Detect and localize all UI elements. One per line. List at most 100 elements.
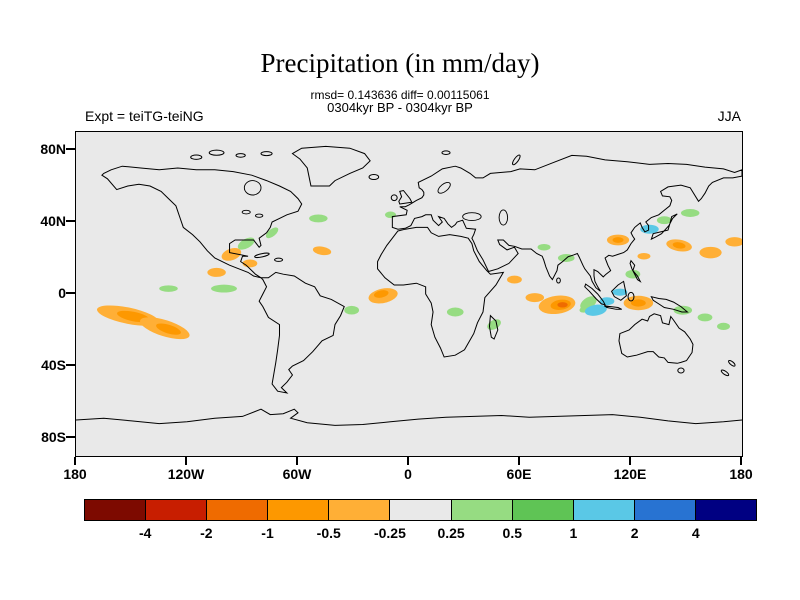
anomaly-blob bbox=[265, 227, 279, 239]
lat-tick-label: 40S bbox=[41, 357, 66, 373]
lat-tick bbox=[66, 148, 75, 150]
world-map bbox=[76, 145, 742, 426]
colorbar-segment bbox=[146, 500, 208, 520]
arctic-island bbox=[235, 153, 246, 158]
anomaly-blob bbox=[446, 307, 464, 317]
colorbar-segment bbox=[512, 500, 574, 520]
season-label: JJA bbox=[717, 108, 741, 124]
colorbar-segment bbox=[390, 500, 452, 520]
anomaly-blob bbox=[672, 242, 686, 249]
anomaly-blob bbox=[344, 305, 360, 315]
caspian-sea bbox=[498, 209, 509, 226]
colorbar-level-label: 1 bbox=[569, 525, 578, 541]
colorbar-segment bbox=[268, 500, 330, 520]
eurasia-coast bbox=[391, 154, 742, 292]
lon-tick-label: 180 bbox=[63, 466, 87, 482]
colorbar-level-label: 0.5 bbox=[502, 525, 522, 541]
colorbar-level-label: -0.5 bbox=[316, 525, 341, 541]
hispaniola-island bbox=[273, 257, 284, 262]
anomaly-blob bbox=[312, 246, 332, 256]
colorbar-segment bbox=[207, 500, 269, 520]
colorbar bbox=[84, 499, 757, 521]
novaya-zemlya-island bbox=[512, 154, 521, 166]
lat-tick-label: 40N bbox=[40, 213, 66, 229]
new-zealand-south-island bbox=[720, 369, 730, 377]
anomaly-blob bbox=[599, 297, 615, 306]
colorbar-level-label: -2 bbox=[200, 525, 213, 541]
antarctica-coast bbox=[76, 408, 742, 426]
australia-coast bbox=[618, 313, 694, 364]
black-sea bbox=[462, 212, 482, 222]
anomaly-blob bbox=[557, 302, 568, 308]
anomaly-blob bbox=[612, 288, 628, 296]
anomaly-blob bbox=[699, 246, 722, 259]
lon-tick bbox=[296, 457, 298, 465]
japan-islands bbox=[650, 213, 678, 241]
lon-tick-label: 120E bbox=[613, 466, 647, 482]
anomaly-blob bbox=[507, 275, 522, 284]
anomaly-blob bbox=[525, 293, 545, 303]
great-lake bbox=[254, 213, 264, 218]
colorbar-level-label: -0.25 bbox=[373, 525, 406, 541]
lon-tick-label: 60W bbox=[282, 466, 312, 482]
experiment-label: Expt = teiTG-teiNG bbox=[85, 108, 204, 124]
lat-tick bbox=[66, 220, 75, 222]
anomaly-blob bbox=[373, 290, 389, 298]
borneo-island bbox=[610, 280, 627, 301]
colorbar-level-label: 4 bbox=[691, 525, 700, 541]
anomaly-blob bbox=[680, 209, 700, 217]
north-america-coast bbox=[101, 165, 303, 279]
arctic-island bbox=[190, 154, 203, 160]
lat-tick bbox=[66, 436, 75, 438]
britain-coast bbox=[398, 189, 413, 205]
colorbar-segment bbox=[695, 500, 757, 520]
anomaly-shading-layer bbox=[96, 209, 742, 340]
lon-tick-label: 180 bbox=[729, 466, 753, 482]
lon-tick-label: 120W bbox=[167, 466, 205, 482]
sumatra-island bbox=[584, 283, 607, 306]
new-zealand-north-island bbox=[728, 359, 736, 367]
lon-tick bbox=[518, 457, 520, 465]
lon-tick bbox=[185, 457, 187, 465]
philippines-islands bbox=[629, 259, 642, 283]
coastlines-layer bbox=[76, 145, 742, 426]
anomaly-blob bbox=[159, 285, 178, 292]
lat-tick-label: 80S bbox=[41, 429, 66, 445]
colorbar-level-label: -4 bbox=[138, 525, 152, 541]
rmsd-diff-stats: rmsd= 0.143636 diff= 0.00115061 bbox=[310, 88, 490, 102]
great-lake bbox=[241, 209, 251, 215]
arctic-island bbox=[208, 149, 225, 156]
anomaly-blob bbox=[242, 259, 258, 268]
colorbar-segment bbox=[451, 500, 513, 520]
anomaly-blob bbox=[207, 267, 226, 277]
anomaly-blob bbox=[384, 211, 397, 219]
anomaly-blob bbox=[584, 304, 607, 316]
lat-tick-label: 80N bbox=[40, 141, 66, 157]
colorbar-segment bbox=[573, 500, 635, 520]
anomaly-blob bbox=[156, 323, 181, 335]
anomaly-blob bbox=[697, 313, 713, 322]
new-guinea-island bbox=[650, 295, 689, 313]
lon-tick-label: 60E bbox=[506, 466, 532, 482]
tasmania-island bbox=[677, 367, 685, 374]
anomaly-blob bbox=[717, 322, 730, 330]
lon-tick bbox=[74, 457, 76, 465]
greenland-coast bbox=[291, 145, 371, 187]
map-frame bbox=[75, 131, 743, 457]
south-america-coast bbox=[258, 271, 345, 394]
anomaly-blob bbox=[612, 237, 624, 243]
period-label: 0304kyr BP - 0304kyr BP bbox=[327, 100, 473, 115]
page-title: Precipitation (in mm/day) bbox=[260, 48, 540, 78]
colorbar-level-label: -1 bbox=[261, 525, 274, 541]
anomaly-blob bbox=[637, 252, 651, 260]
lat-tick bbox=[66, 292, 75, 294]
anomaly-blob bbox=[725, 237, 742, 247]
lat-tick bbox=[66, 364, 75, 366]
anomaly-blob bbox=[625, 269, 641, 279]
hudson-bay bbox=[243, 180, 262, 196]
svalbard-island bbox=[441, 150, 451, 155]
iceland-island bbox=[368, 173, 380, 181]
lon-tick bbox=[629, 457, 631, 465]
colorbar-segment bbox=[329, 500, 391, 520]
sulawesi-island bbox=[627, 291, 635, 302]
